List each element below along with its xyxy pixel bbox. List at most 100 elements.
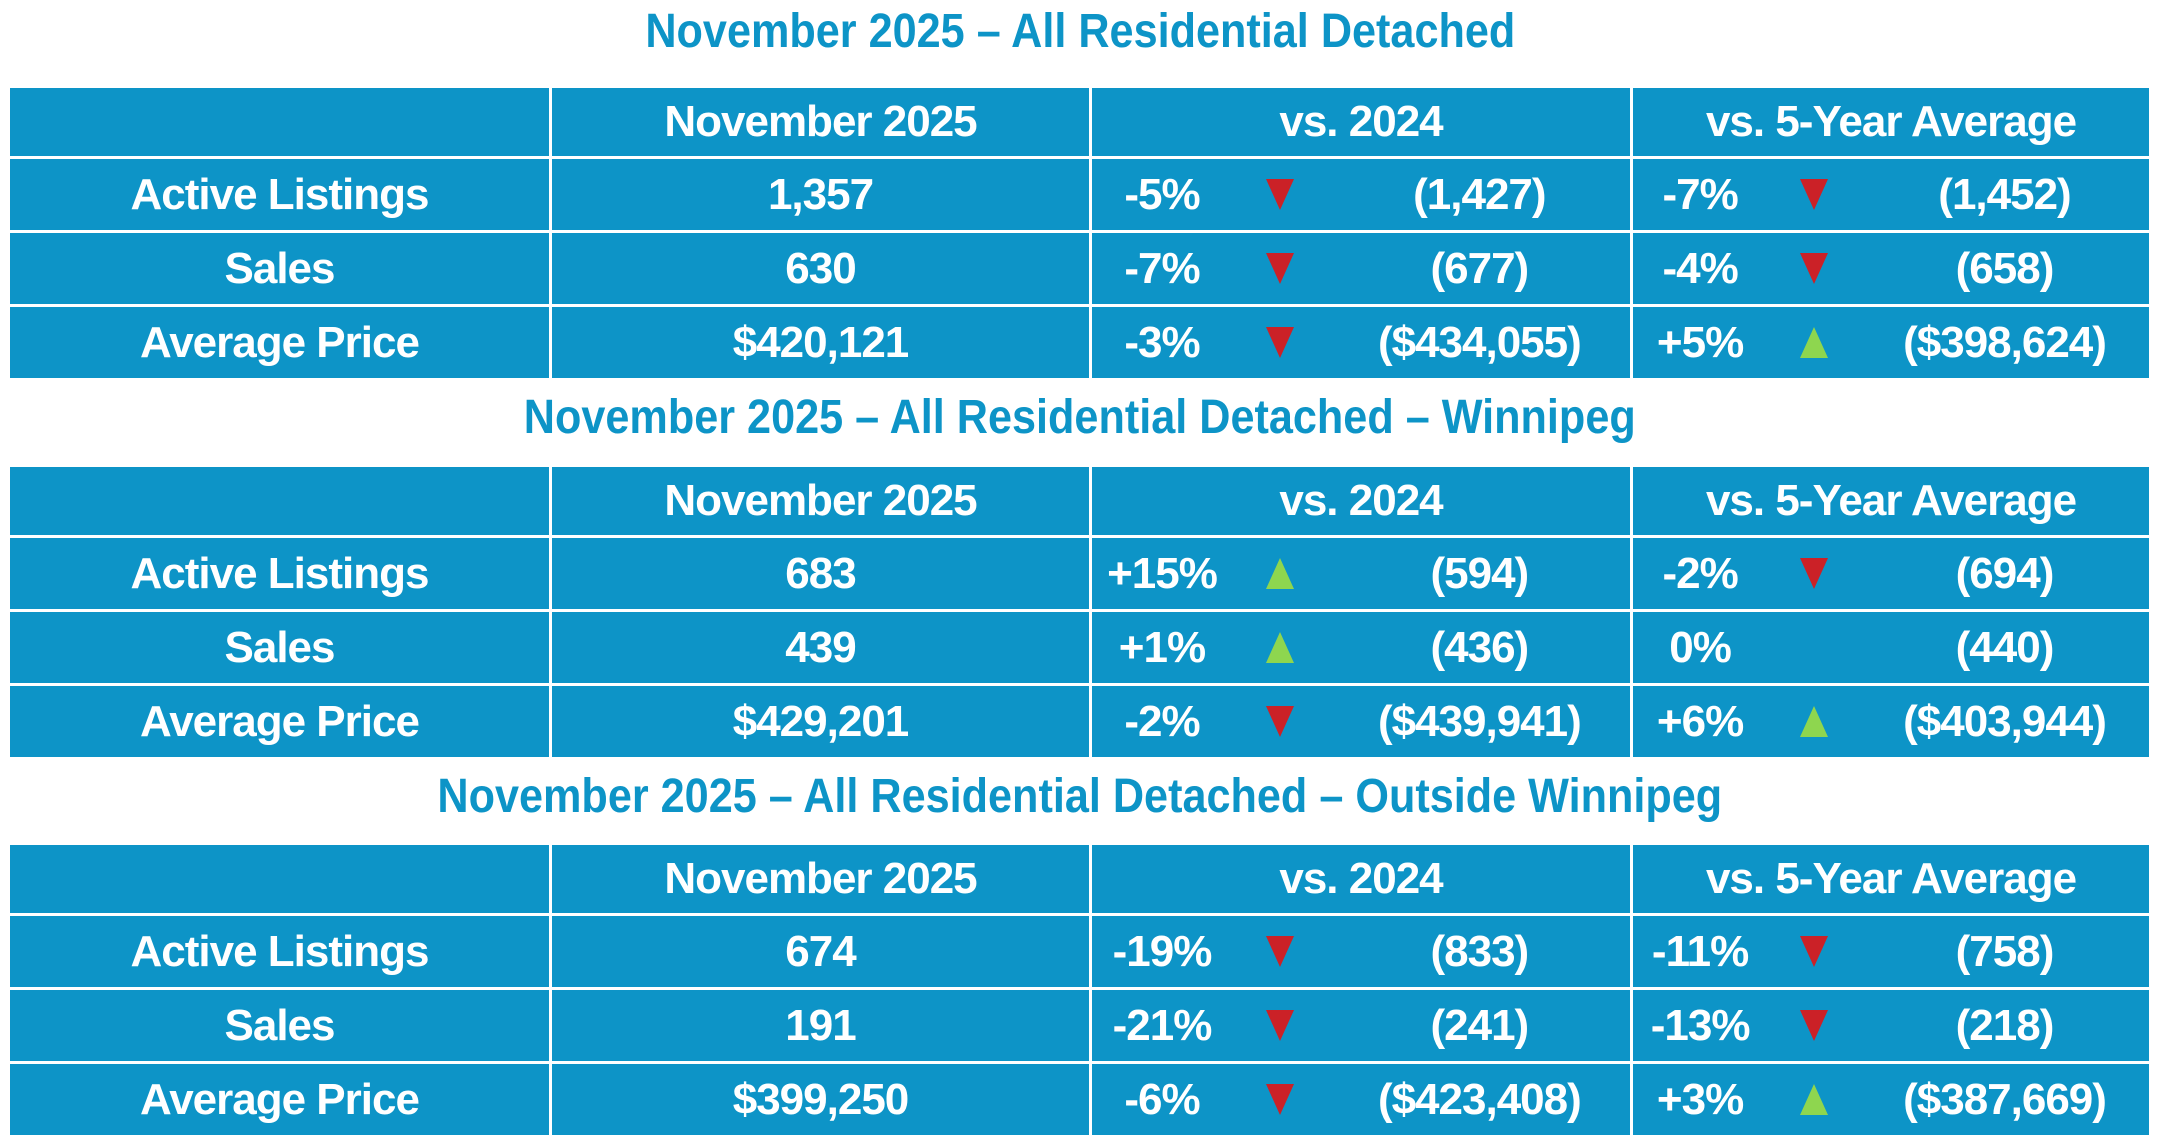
header-cell-vs-5yr: vs. 5-Year Average <box>1633 467 2149 535</box>
table-winnipeg: November 2025 vs. 2024 vs. 5-Year Averag… <box>10 467 2149 757</box>
row-label: Sales <box>10 990 549 1061</box>
pct-change: -2% <box>1662 548 1738 598</box>
vs-5yr-cell: -2% (694) <box>1633 538 2149 609</box>
pct-change: -5% <box>1124 169 1200 219</box>
up-arrow-icon <box>1799 706 1828 737</box>
pct-change: -7% <box>1662 169 1738 219</box>
table-row-average-price: Average Price $399,250 -6% ($423,408) +3… <box>10 1064 2149 1135</box>
current-value: 191 <box>552 990 1089 1061</box>
pct-change: -13% <box>1650 1000 1751 1050</box>
current-value: 683 <box>552 538 1089 609</box>
comparison-value: ($439,941) <box>1377 696 1582 746</box>
row-label: Active Listings <box>10 538 549 609</box>
header-cell-current-month: November 2025 <box>552 88 1089 156</box>
comparison-value: (440) <box>1955 622 2055 672</box>
vs-5yr-cell: -11% (758) <box>1633 916 2149 987</box>
current-value: 1,357 <box>552 159 1089 230</box>
comparison-value: (241) <box>1430 1000 1529 1050</box>
table-row-sales: Sales 630 -7% (677) -4% (658) <box>10 233 2149 304</box>
table-row-average-price: Average Price $420,121 -3% ($434,055) +5… <box>10 307 2149 378</box>
pct-change: +5% <box>1656 317 1744 367</box>
vs-2024-cell: -7% (677) <box>1092 233 1630 304</box>
pct-change: +1% <box>1118 622 1206 672</box>
comparison-value: (1,452) <box>1938 169 2071 219</box>
comparison-value: ($434,055) <box>1377 317 1582 367</box>
down-arrow-icon <box>1799 1010 1828 1041</box>
header-row: November 2025 vs. 2024 vs. 5-Year Averag… <box>10 467 2149 535</box>
vs-2024-cell: -3% ($434,055) <box>1092 307 1630 378</box>
current-value: 630 <box>552 233 1089 304</box>
down-arrow-icon <box>1266 1084 1295 1115</box>
table-title-outside-winnipeg: November 2025 – All Residential Detached… <box>0 757 2160 821</box>
header-cell-vs-2024: vs. 2024 <box>1092 88 1630 156</box>
vs-2024-cell: -2% ($439,941) <box>1092 686 1630 757</box>
down-arrow-icon <box>1266 179 1295 210</box>
vs-5yr-cell: -13% (218) <box>1633 990 2149 1061</box>
table-title-text: November 2025 – All Residential Detached… <box>524 391 1636 444</box>
vs-5yr-cell: -4% (658) <box>1633 233 2149 304</box>
table-outside-winnipeg: November 2025 vs. 2024 vs. 5-Year Averag… <box>10 845 2149 1135</box>
pct-change: +6% <box>1656 696 1744 746</box>
down-arrow-icon <box>1799 253 1828 284</box>
comparison-value: (677) <box>1430 243 1529 293</box>
down-arrow-icon <box>1266 936 1295 967</box>
current-value: 674 <box>552 916 1089 987</box>
header-cell-vs-2024: vs. 2024 <box>1092 467 1630 535</box>
header-cell-blank <box>10 88 549 156</box>
comparison-value: (833) <box>1430 926 1529 976</box>
vs-5yr-cell: -7% (1,452) <box>1633 159 2149 230</box>
current-value: $420,121 <box>552 307 1089 378</box>
table-title-text: November 2025 – All Residential Detached… <box>437 770 1723 823</box>
table-row-sales: Sales 439 +1% (436) 0% (440) <box>10 612 2149 683</box>
down-arrow-icon <box>1799 179 1828 210</box>
table-title-all-residential: November 2025 – All Residential Detached <box>0 0 2160 56</box>
table-row-sales: Sales 191 -21% (241) -13% (218) <box>10 990 2149 1061</box>
row-label: Average Price <box>10 1064 549 1135</box>
current-value: $429,201 <box>552 686 1089 757</box>
up-arrow-icon <box>1266 558 1295 589</box>
table-row-active-listings: Active Listings 1,357 -5% (1,427) -7% (1… <box>10 159 2149 230</box>
pct-change: -21% <box>1112 1000 1213 1050</box>
comparison-value: (436) <box>1430 622 1529 672</box>
pct-change: +15% <box>1107 548 1218 598</box>
header-cell-vs-2024: vs. 2024 <box>1092 845 1630 913</box>
comparison-value: (658) <box>1955 243 2055 293</box>
table-row-active-listings: Active Listings 674 -19% (833) -11% (758… <box>10 916 2149 987</box>
comparison-value: (1,427) <box>1413 169 1546 219</box>
comparison-value: ($398,624) <box>1903 317 2107 367</box>
vs-2024-cell: +15% (594) <box>1092 538 1630 609</box>
pct-change: -2% <box>1124 696 1200 746</box>
vs-2024-cell: -6% ($423,408) <box>1092 1064 1630 1135</box>
vs-5yr-cell: +3% ($387,669) <box>1633 1064 2149 1135</box>
comparison-value: (694) <box>1955 548 2055 598</box>
table-title-text: November 2025 – All Residential Detached <box>645 5 1515 58</box>
current-value: 439 <box>552 612 1089 683</box>
pct-change: -4% <box>1662 243 1738 293</box>
pct-change: -6% <box>1124 1074 1200 1124</box>
vs-5yr-cell: +6% ($403,944) <box>1633 686 2149 757</box>
header-cell-current-month: November 2025 <box>552 467 1089 535</box>
row-label: Sales <box>10 233 549 304</box>
down-arrow-icon <box>1266 327 1295 358</box>
comparison-value: (758) <box>1955 926 2055 976</box>
pct-change: -11% <box>1651 926 1749 976</box>
header-cell-blank <box>10 845 549 913</box>
pct-change: +3% <box>1656 1074 1744 1124</box>
row-label: Average Price <box>10 686 549 757</box>
down-arrow-icon <box>1799 558 1828 589</box>
pct-change: -3% <box>1124 317 1200 367</box>
table-all-residential: November 2025 vs. 2024 vs. 5-Year Averag… <box>10 88 2149 378</box>
vs-5yr-cell: +5% ($398,624) <box>1633 307 2149 378</box>
down-arrow-icon <box>1266 253 1295 284</box>
header-row: November 2025 vs. 2024 vs. 5-Year Averag… <box>10 88 2149 156</box>
vs-5yr-cell: 0% (440) <box>1633 612 2149 683</box>
pct-change: -7% <box>1124 243 1200 293</box>
row-label: Sales <box>10 612 549 683</box>
header-row: November 2025 vs. 2024 vs. 5-Year Averag… <box>10 845 2149 913</box>
comparison-value: ($387,669) <box>1903 1074 2107 1124</box>
comparison-value: ($423,408) <box>1377 1074 1582 1124</box>
comparison-value: ($403,944) <box>1903 696 2107 746</box>
table-row-active-listings: Active Listings 683 +15% (594) -2% (694) <box>10 538 2149 609</box>
header-cell-current-month: November 2025 <box>552 845 1089 913</box>
